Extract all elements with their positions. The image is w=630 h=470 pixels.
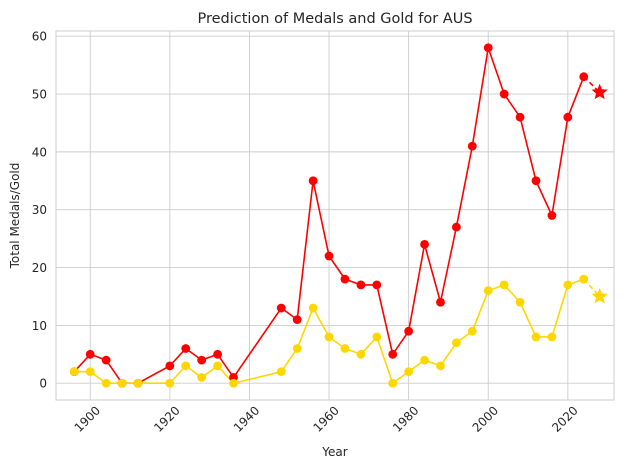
y-tick-label: 10 (32, 319, 47, 333)
data-point-gold (308, 303, 318, 313)
data-point-gold (451, 338, 461, 348)
data-point-gold (117, 378, 127, 388)
data-point-gold (165, 378, 175, 388)
series-markers (69, 43, 608, 388)
data-point-total (292, 315, 302, 325)
y-tick-label: 20 (32, 261, 47, 275)
data-point-total (531, 176, 541, 186)
data-point-total (420, 240, 429, 249)
y-tick-label: 50 (32, 88, 47, 102)
data-point-total (85, 349, 95, 359)
data-point-gold (276, 367, 286, 377)
data-point-total (563, 112, 573, 122)
data-point-gold (499, 280, 509, 290)
data-point-total (372, 280, 382, 290)
prediction-star-gold (591, 287, 608, 304)
data-point-total (213, 349, 222, 359)
data-point-total (101, 355, 111, 365)
y-tick-label: 40 (32, 145, 47, 159)
data-point-gold (531, 332, 541, 342)
data-point-gold (483, 286, 493, 296)
data-point-total (579, 72, 589, 82)
data-point-gold (133, 378, 143, 388)
data-point-total (547, 211, 557, 220)
data-point-total (483, 43, 493, 53)
data-point-gold (213, 361, 222, 371)
data-point-gold (547, 332, 557, 342)
data-point-gold (404, 367, 414, 377)
data-point-gold (388, 378, 398, 388)
series-line-total (73, 46, 585, 385)
data-point-gold (420, 355, 429, 365)
data-point-gold (181, 361, 191, 371)
data-point-gold (292, 344, 302, 353)
data-point-gold (467, 326, 477, 336)
x-axis-label: Year (321, 445, 347, 459)
data-point-gold (85, 367, 95, 377)
data-point-total (324, 251, 334, 261)
data-point-total (515, 112, 525, 122)
data-point-total (276, 303, 286, 313)
y-tick-label: 60 (32, 30, 47, 44)
plot-area-frame (55, 30, 615, 401)
data-point-gold (515, 297, 525, 307)
y-tick-label: 30 (32, 203, 47, 217)
prediction-star-total (591, 83, 608, 100)
data-point-gold (579, 274, 589, 284)
data-point-gold (372, 332, 382, 342)
data-point-total (181, 344, 191, 353)
data-point-gold (229, 378, 238, 388)
data-point-total (308, 176, 318, 186)
data-point-gold (324, 332, 334, 342)
data-point-total (356, 280, 366, 290)
data-point-total (340, 274, 350, 284)
data-point-gold (69, 367, 79, 377)
data-point-gold (563, 280, 573, 290)
data-point-total (436, 297, 445, 307)
data-point-gold (101, 378, 111, 388)
data-point-total (404, 326, 414, 336)
data-point-total (388, 349, 398, 359)
y-tick-label: 0 (39, 377, 47, 391)
data-point-gold (197, 373, 207, 382)
data-point-gold (356, 349, 366, 359)
data-point-gold (436, 361, 445, 371)
data-point-total (467, 141, 477, 151)
data-point-gold (340, 344, 350, 353)
data-point-total (451, 222, 461, 232)
data-point-total (197, 355, 207, 365)
data-point-total (165, 361, 175, 371)
chart-title: Prediction of Medals and Gold for AUS (197, 11, 472, 27)
y-axis-label: Total Medals/Gold (8, 163, 22, 270)
data-point-total (499, 89, 509, 99)
